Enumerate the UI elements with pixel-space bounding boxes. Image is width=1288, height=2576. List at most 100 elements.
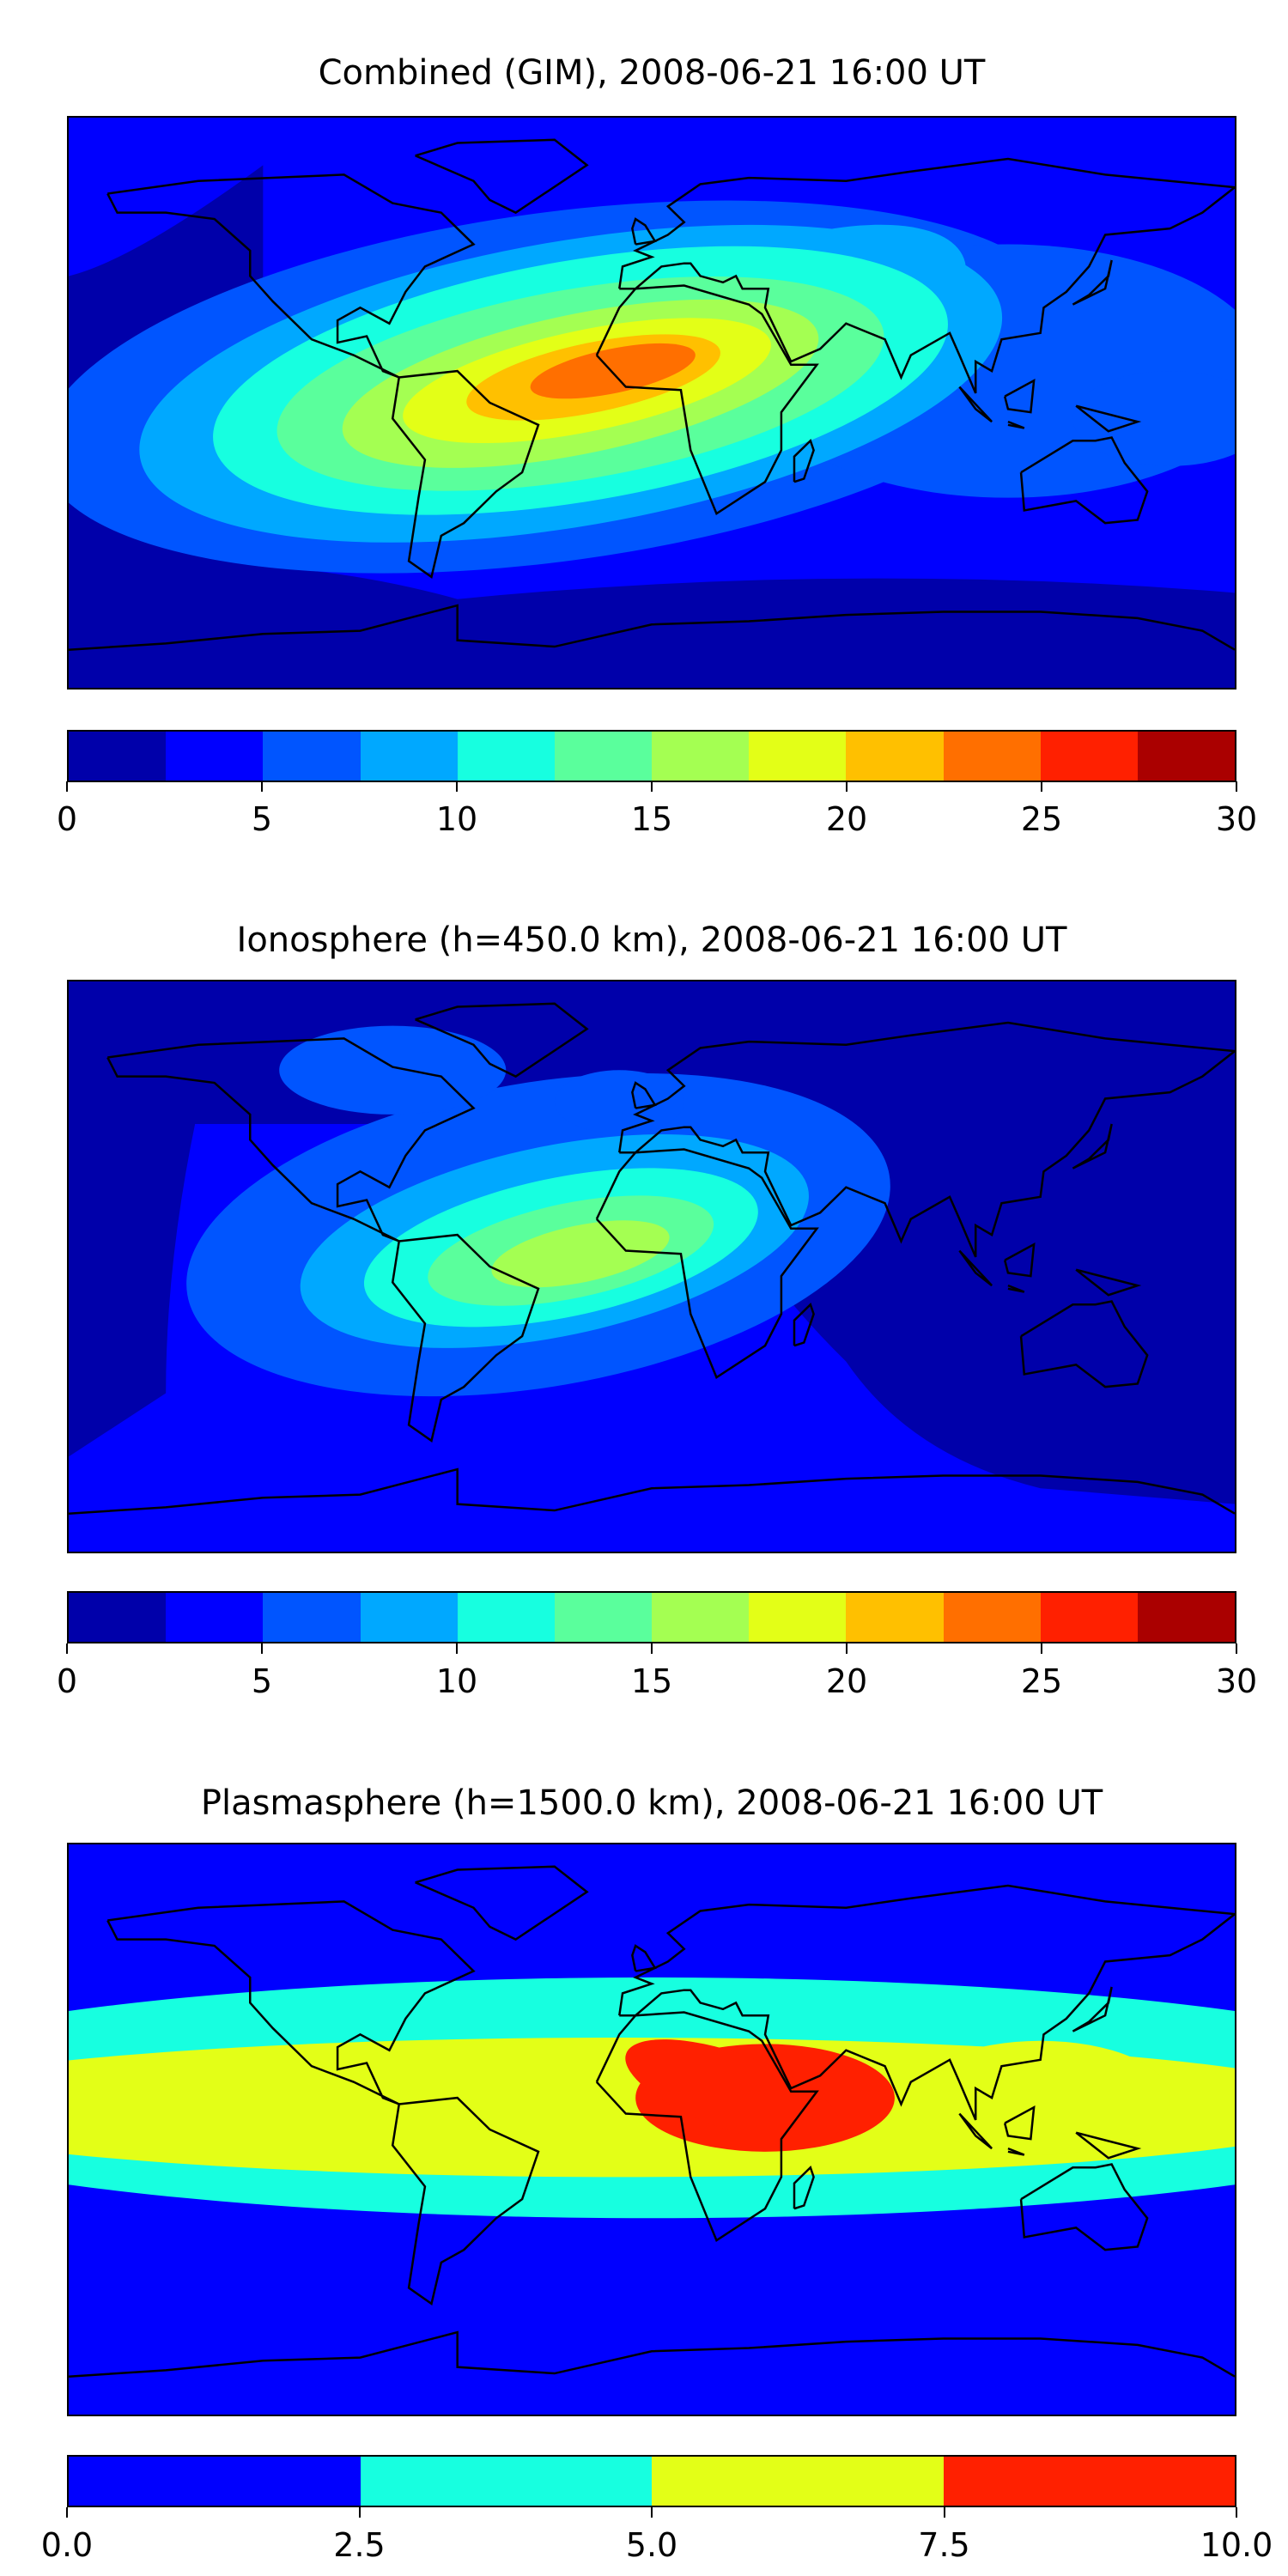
coastline: [392, 371, 538, 577]
colorbar-tick: [66, 781, 68, 792]
colorbar-tick-label: 10: [435, 1662, 478, 1700]
colorbar-tick: [1041, 1643, 1042, 1654]
coastline: [597, 286, 817, 514]
colorbar-bin-0: [69, 1593, 167, 1642]
coastline: [1021, 2165, 1147, 2251]
colorbar-bin-4: [457, 732, 555, 781]
colorbar-tick-label: 0.0: [40, 2526, 94, 2564]
colorbar-bin-11: [1137, 732, 1236, 781]
colorbar-bin-6: [652, 1593, 750, 1642]
coastline: [416, 1004, 587, 1077]
colorbar-bin-7: [749, 1593, 847, 1642]
colorbar-tick-label: 0: [56, 1662, 78, 1700]
colorbar-bin-8: [846, 1593, 944, 1642]
coastline: [1072, 1124, 1111, 1169]
panel-3-colorbar-ticks: 0.0 2.5 5.0 7.5 10.0: [41, 2507, 1273, 2564]
colorbar-bin-1: [166, 732, 264, 781]
coastline: [416, 1867, 587, 1940]
coastline: [69, 605, 1235, 650]
coastline: [959, 1251, 992, 1286]
coastline: [1021, 1302, 1147, 1388]
colorbar-bin-8: [846, 732, 944, 781]
colorbar-tick-label: 30: [1215, 800, 1258, 838]
contour-region-level-2: [554, 1070, 684, 1134]
colorbar-tick-label: 20: [825, 1662, 868, 1700]
coastline: [107, 1901, 473, 2104]
colorbar-bin-2: [652, 2457, 944, 2506]
colorbar-bin-4: [457, 1593, 555, 1642]
colorbar-bin-9: [943, 732, 1041, 781]
coastline: [619, 1023, 1235, 1257]
coastline: [632, 1083, 654, 1109]
colorbar-tick: [1236, 1643, 1237, 1654]
coastline: [1072, 1987, 1111, 2032]
panel-2-colorbar: [67, 1591, 1236, 1643]
colorbar-tick-label: 25: [1020, 1662, 1063, 1700]
panel-1-colorbar: [67, 730, 1236, 782]
colorbar-bin-3: [360, 1593, 458, 1642]
colorbar-tick: [845, 1643, 848, 1654]
contour-region-level-9: [530, 343, 696, 399]
colorbar-tick-label: 25: [1020, 800, 1063, 838]
panel-3-map: [67, 1843, 1236, 2416]
colorbar-bin-10: [1040, 1593, 1138, 1642]
coastline: [959, 387, 992, 422]
colorbar-tick: [66, 2507, 68, 2518]
coastline: [959, 2114, 992, 2149]
coastline: [619, 159, 1235, 393]
colorbar-tick-label: 5: [251, 800, 273, 838]
colorbar-tick-label: 2.5: [333, 2526, 386, 2564]
coastline: [1008, 2148, 1024, 2154]
contour-region-level-2: [279, 1025, 507, 1115]
coastline: [1021, 438, 1147, 524]
panel-1-colorbar-ticks: 0 5 10 15 20 25 30: [57, 781, 1257, 838]
coastline: [1072, 260, 1111, 305]
colorbar-tick: [845, 781, 848, 792]
colorbar-tick: [1041, 781, 1042, 792]
coastline: [794, 440, 814, 482]
panel-2-title: Ionosphere (h=450.0 km), 2008-06-21 16:0…: [236, 920, 1067, 960]
colorbar-bin-11: [1137, 1593, 1236, 1642]
colorbar-tick: [260, 781, 263, 792]
coastline: [1005, 380, 1034, 412]
contour-region-level-6: [491, 1220, 670, 1288]
colorbar-bin-6: [652, 732, 750, 781]
colorbar-tick: [1236, 2507, 1237, 2518]
coastline: [619, 1886, 1235, 2120]
colorbar-tick: [455, 1643, 458, 1654]
colorbar-tick: [455, 781, 458, 792]
colorbar-tick: [651, 1643, 653, 1654]
colorbar-tick-label: 20: [825, 800, 868, 838]
panel-3-colorbar: [67, 2455, 1236, 2507]
coastline: [1005, 2107, 1034, 2139]
coastline: [1008, 422, 1024, 428]
coastline: [1076, 1270, 1138, 1296]
colorbar-tick-label: 15: [630, 800, 673, 838]
colorbar-bin-0: [69, 2457, 361, 2506]
coastline: [794, 1304, 814, 1346]
panel-2-map: [67, 980, 1236, 1553]
colorbar-tick-label: 10.0: [1200, 2526, 1273, 2564]
coastline: [416, 140, 587, 213]
colorbar-bin-3: [360, 732, 458, 781]
coastline: [1005, 1244, 1034, 1276]
coastline: [1008, 1285, 1024, 1291]
contour-region-level-3: [625, 2039, 841, 2144]
colorbar-tick-label: 0: [56, 800, 78, 838]
colorbar-bin-3: [943, 2457, 1235, 2506]
colorbar-bin-1: [360, 2457, 652, 2506]
coastline: [1076, 406, 1138, 432]
coastline: [794, 2167, 814, 2208]
coastline: [392, 1235, 538, 1441]
coastline: [107, 174, 473, 377]
contour-region-level-0: [69, 565, 1235, 688]
colorbar-tick: [66, 1643, 68, 1654]
panel-1-title: Combined (GIM), 2008-06-21 16:00 UT: [318, 53, 986, 93]
panel-2-colorbar-ticks: 0 5 10 15 20 25 30: [57, 1643, 1257, 1700]
colorbar-tick: [651, 781, 653, 792]
colorbar-bin-5: [554, 1593, 653, 1642]
colorbar-bin-7: [749, 732, 847, 781]
coastline: [392, 2098, 538, 2304]
colorbar-bin-0: [69, 732, 167, 781]
colorbar-tick: [358, 2507, 361, 2518]
